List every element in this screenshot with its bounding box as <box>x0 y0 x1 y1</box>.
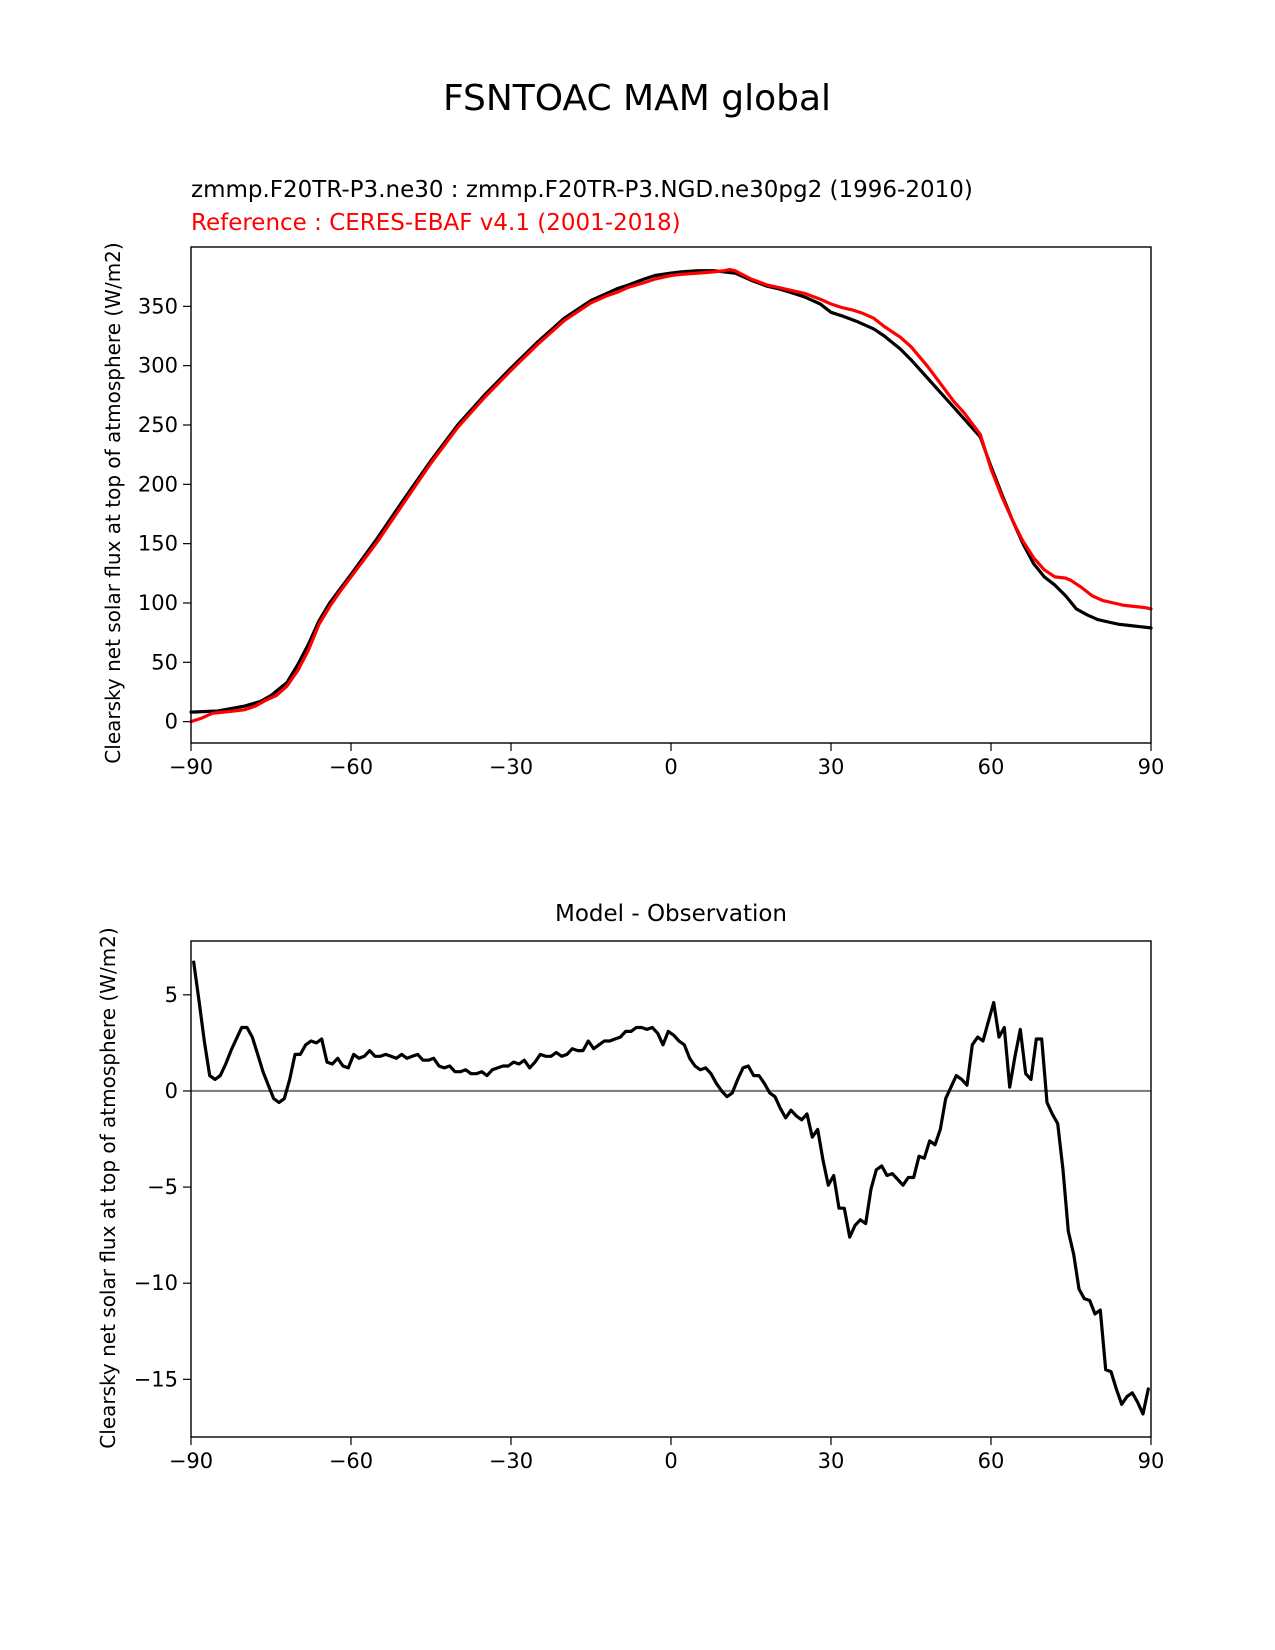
p1-ytick-label: 150 <box>138 532 178 556</box>
p1-ytick-label: 50 <box>151 650 178 674</box>
p1-ytick-label: 0 <box>165 710 178 734</box>
top-axes-ticks: −90 −60 −30 0 30 60 90 0 50 100 150 200 250 300 350 <box>138 294 1164 779</box>
p2-ytick-label: −5 <box>147 1175 178 1199</box>
bottom-axes-frame <box>190 940 1152 1438</box>
p1-xtick-label: 60 <box>978 755 1005 779</box>
series-line-reference <box>189 267 1153 724</box>
p2-ytick-label: 5 <box>165 983 178 1007</box>
p2-xtick-label: 90 <box>1138 1449 1165 1473</box>
top-test-title: zmmp.F20TR-P3.ne30 : zmmp.F20TR-P3.NGD.n… <box>191 177 973 203</box>
p2-xtick-label: −30 <box>489 1449 533 1473</box>
p1-xtick-label: 0 <box>664 755 677 779</box>
p2-ytick-label: −15 <box>134 1367 178 1391</box>
p1-ytick-label: 250 <box>138 413 178 437</box>
p2-xtick-label: −60 <box>329 1449 373 1473</box>
bottom-plot-lines <box>191 960 1151 1416</box>
top-panel: zmmp.F20TR-P3.ne30 : zmmp.F20TR-P3.NGD.n… <box>101 177 1164 779</box>
bottom-y-axis-label: Clearsky net solar flux at top of atmosp… <box>96 927 120 1448</box>
p2-ytick-label: −10 <box>134 1271 178 1295</box>
bottom-axes-ticks: −90 −60 −30 0 30 60 90 −15 −10 −5 0 5 <box>134 983 1165 1473</box>
p1-ytick-label: 350 <box>138 294 178 318</box>
p1-ytick-label: 100 <box>138 591 178 615</box>
top-axes-frame <box>190 246 1152 744</box>
top-plot-lines <box>189 267 1153 724</box>
p1-xtick-label: −30 <box>489 755 533 779</box>
p1-ytick-label: 200 <box>138 472 178 496</box>
p2-xtick-label: 30 <box>818 1449 845 1473</box>
bottom-panel: Model - Observation Clearsky net solar f… <box>96 901 1164 1473</box>
p1-xtick-label: −60 <box>329 755 373 779</box>
series-line-difference <box>192 960 1150 1416</box>
figure-title: FSNTOAC MAM global <box>443 78 831 119</box>
p1-xtick-label: 90 <box>1138 755 1165 779</box>
p2-xtick-label: 60 <box>978 1449 1005 1473</box>
p1-xtick-label: 30 <box>818 755 845 779</box>
p1-xtick-label: −90 <box>169 755 213 779</box>
p2-xtick-label: −90 <box>169 1449 213 1473</box>
p2-xtick-label: 0 <box>664 1449 677 1473</box>
p1-ytick-label: 300 <box>138 354 178 378</box>
top-y-axis-label: Clearsky net solar flux at top of atmosp… <box>101 242 125 763</box>
top-reference-title: Reference : CERES-EBAF v4.1 (2001-2018) <box>191 210 681 236</box>
bottom-title: Model - Observation <box>555 901 787 927</box>
series-line-test <box>189 269 1153 714</box>
p2-ytick-label: 0 <box>165 1079 178 1103</box>
